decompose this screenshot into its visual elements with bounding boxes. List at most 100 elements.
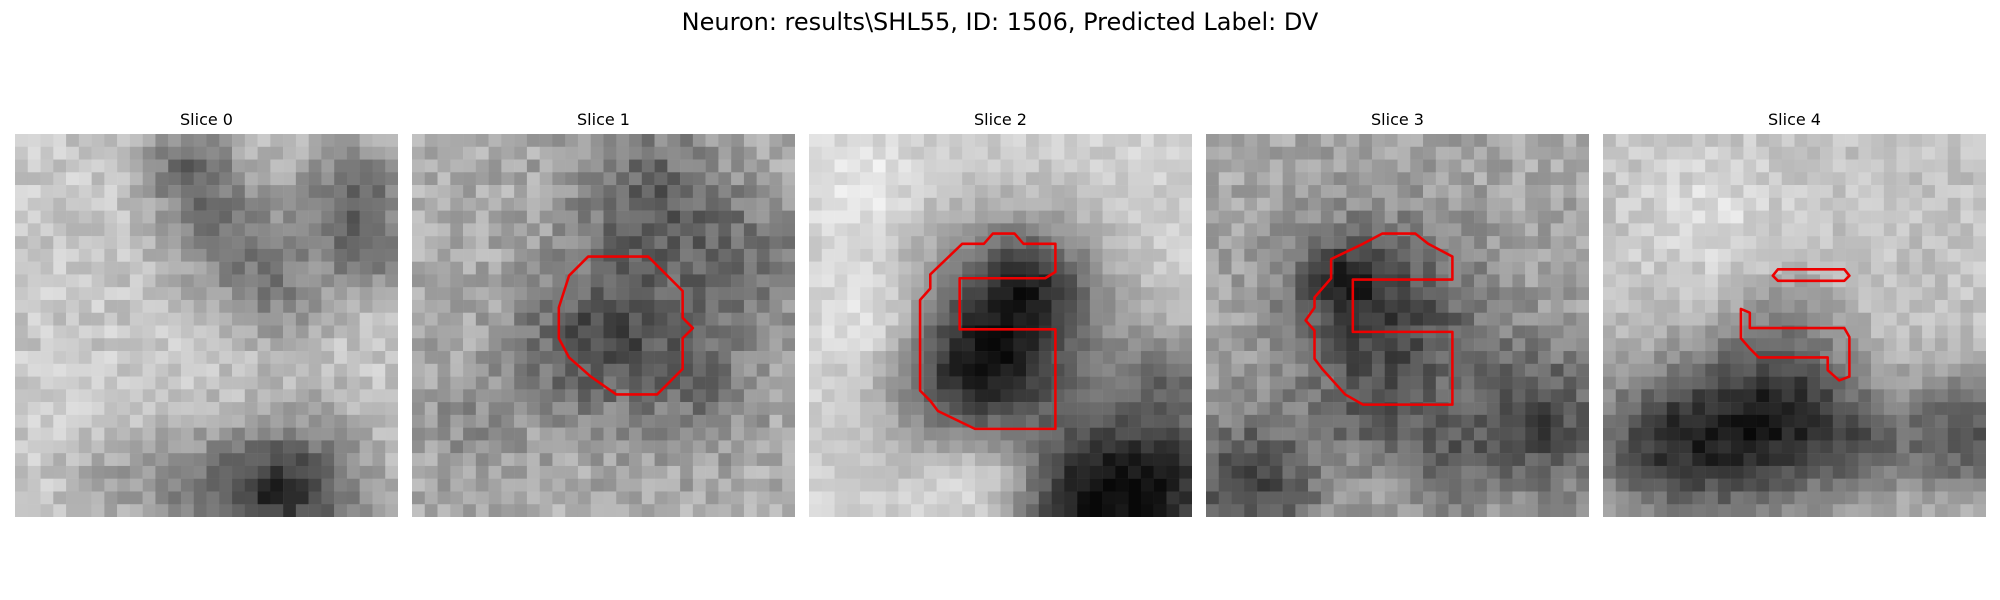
pixel [27,134,41,148]
pixel [53,414,67,428]
pixel [1333,504,1347,517]
pixel [334,261,348,275]
pixel [1153,223,1167,237]
pixel [1397,414,1411,428]
pixel [514,440,528,454]
pixel [1295,134,1309,148]
pixel [40,287,54,301]
pixel [1013,146,1027,160]
pixel [1537,261,1551,275]
pixel [923,236,937,250]
pixel [1550,427,1564,441]
pixel [1102,172,1116,186]
pixel [1666,210,1680,224]
pixel [1346,440,1360,454]
pixel [501,504,515,517]
pixel [1320,210,1334,224]
pixel [1346,478,1360,492]
pixel [654,236,668,250]
pixel [1282,146,1296,160]
pixel [1257,248,1271,262]
pixel [1128,351,1142,365]
pixel [142,172,156,186]
pixel [1537,440,1551,454]
pixel [1563,146,1577,160]
pixel [1077,312,1091,326]
pixel [1140,185,1154,199]
pixel [257,504,271,517]
pixel [590,261,604,275]
pixel [514,172,528,186]
pixel [168,299,182,313]
pixel [180,491,194,505]
pixel [219,274,233,288]
pixel [1615,134,1629,148]
pixel [1206,236,1220,250]
pixel [129,389,143,403]
pixel [860,223,874,237]
pixel [40,274,54,288]
pixel [743,134,757,148]
pixel [1064,159,1078,173]
pixel [1410,146,1424,160]
pixel [53,363,67,377]
pixel [1000,478,1014,492]
pixel [565,312,579,326]
pixel [1603,134,1617,148]
pixel [1051,146,1065,160]
pixel [1871,299,1885,313]
pixel [1435,440,1449,454]
pixel [705,504,719,517]
pixel [1064,197,1078,211]
pixel [450,465,464,479]
pixel [270,210,284,224]
pixel [1282,134,1296,148]
pixel [962,478,976,492]
pixel [885,402,899,416]
pixel [1308,236,1322,250]
pixel [1883,185,1897,199]
pixel [756,185,770,199]
pixel [1359,299,1373,313]
pixel [91,274,105,288]
pixel [1883,248,1897,262]
pixel [117,274,131,288]
pixel [590,159,604,173]
pixel [372,478,386,492]
pixel [603,478,617,492]
pixel [1486,312,1500,326]
pixel [949,185,963,199]
pixel [616,363,630,377]
pixel [437,376,451,390]
pixel [180,299,194,313]
pixel [40,185,54,199]
pixel [40,376,54,390]
pixel [463,376,477,390]
pixel [1550,478,1564,492]
pixel [680,248,694,262]
pixel [1743,172,1757,186]
pixel [1166,402,1180,416]
pixel [911,236,925,250]
pixel [1206,197,1220,211]
pixel [180,465,194,479]
pixel [53,427,67,441]
pixel [514,210,528,224]
pixel [1603,287,1617,301]
pixel [782,504,795,517]
pixel [1871,312,1885,326]
pixel [577,210,591,224]
pixel [1397,261,1411,275]
pixel [1051,427,1065,441]
pixel [475,351,489,365]
pixel [692,146,706,160]
pixel [821,261,835,275]
pixel [860,287,874,301]
pixel [692,363,706,377]
pixel [514,325,528,339]
pixel [809,159,823,173]
pixel [847,223,861,237]
pixel [1384,491,1398,505]
pixel [756,274,770,288]
pixel [117,389,131,403]
